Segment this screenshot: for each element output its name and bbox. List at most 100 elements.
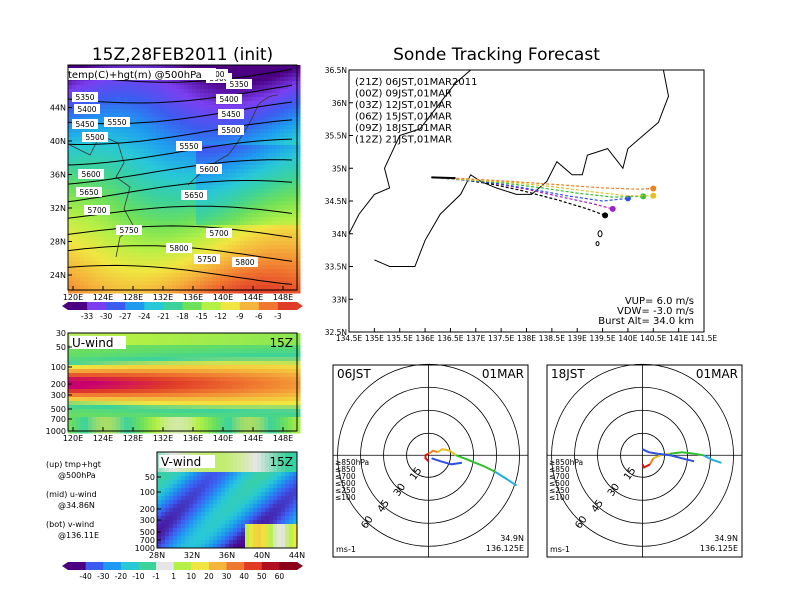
temp-cell: [240, 189, 245, 194]
temp-cell: [196, 121, 201, 126]
temp-cell: [260, 73, 265, 78]
temp-cell: [276, 273, 281, 278]
temp-cell: [284, 213, 289, 218]
temp-cell: [236, 105, 241, 110]
temp-cell: [196, 217, 201, 222]
temp-cell: [276, 165, 281, 170]
temp-cell: [148, 201, 153, 206]
temp-cell: [132, 109, 137, 114]
colorbar-label: -24: [138, 312, 150, 321]
temp-cell: [68, 65, 73, 70]
temp-cell: [132, 285, 137, 290]
temp-cell: [288, 261, 293, 266]
u-wind-cell: [280, 349, 285, 354]
temp-cell: [148, 149, 153, 154]
u-wind-cell: [240, 341, 245, 346]
u-wind-cell: [276, 345, 281, 350]
temp-cell: [76, 261, 81, 266]
temp-cell: [172, 265, 177, 270]
temp-cell: [220, 177, 225, 182]
u-wind-cell: [160, 353, 165, 358]
temp-cell: [220, 237, 225, 242]
v-wind-cell: [209, 452, 214, 457]
temp-cell: [164, 161, 169, 166]
temp-cell: [296, 209, 301, 214]
temp-cell: [128, 141, 133, 146]
temp-cell: [180, 101, 185, 106]
temp-cell: [288, 157, 293, 162]
temp-cell: [268, 137, 273, 142]
u-wind-cell: [232, 373, 237, 378]
temp-cell: [284, 177, 289, 182]
temp-cell: [288, 269, 293, 274]
temp-cell: [268, 265, 273, 270]
temp-cell: [296, 157, 301, 162]
temp-cell: [152, 181, 157, 186]
u-wind-cell: [92, 413, 97, 418]
temp-cell: [168, 285, 173, 290]
temp-cell: [236, 269, 241, 274]
temp-cell: [100, 221, 105, 226]
contour-label: 5500: [221, 126, 240, 135]
u-wind-cell: [96, 349, 101, 354]
temp-cell: [128, 181, 133, 186]
temp-cell: [124, 289, 129, 294]
temp-cell: [176, 225, 181, 230]
temp-cell: [132, 165, 137, 170]
temp-cell: [68, 93, 73, 98]
u-wind-cell: [140, 333, 145, 338]
temp-cell: [292, 189, 297, 194]
u-wind-cell: [256, 361, 261, 366]
u-wind-cell: [156, 401, 161, 406]
u-wind-cell: [196, 361, 201, 366]
v-wind-cell: [165, 452, 170, 457]
temp-cell: [100, 225, 105, 230]
temp-cell: [88, 85, 93, 90]
temp-cell: [112, 137, 117, 142]
contour-label-bg: [218, 109, 244, 119]
u-wind-cell: [232, 401, 237, 406]
contour-label-bg: [181, 190, 207, 200]
temp-cell: [200, 177, 205, 182]
temp-cell: [88, 149, 93, 154]
temp-cell: [292, 181, 297, 186]
u-wind-cell: [124, 401, 129, 406]
temp-cell: [80, 257, 85, 262]
colorbar-cell: [87, 302, 107, 310]
u-wind-cell: [204, 373, 209, 378]
temp-cell: [272, 81, 277, 86]
temp-cell: [104, 189, 109, 194]
u-wind-cell: [264, 349, 269, 354]
temp-cell: [228, 213, 233, 218]
temp-cell: [184, 177, 189, 182]
x-tick-label: 148E: [273, 293, 293, 302]
u-wind-cell: [132, 333, 137, 338]
temp-cell: [280, 277, 285, 282]
u-wind-cell: [84, 349, 89, 354]
temp-cell: [168, 253, 173, 258]
u-wind-cell: [184, 377, 189, 382]
u-wind-cell: [256, 401, 261, 406]
temp-cell: [264, 129, 269, 134]
temp-cell: [140, 145, 145, 150]
u-wind-cell: [164, 409, 169, 414]
temp-cell: [156, 117, 161, 122]
temp-cell: [240, 69, 245, 74]
u-wind-cell: [240, 361, 245, 366]
temp-cell: [208, 285, 213, 290]
temp-cell: [124, 125, 129, 130]
temp-cell: [176, 197, 181, 202]
temp-cell: [232, 169, 237, 174]
u-wind-cell: [128, 421, 133, 426]
temp-cell: [108, 201, 113, 206]
u-wind-cell: [292, 349, 297, 354]
temp-cell: [148, 85, 153, 90]
u-wind-cell: [188, 349, 193, 354]
u-wind-cell: [292, 385, 297, 390]
temp-cell: [272, 149, 277, 154]
temp-cell: [268, 121, 273, 126]
temp-cell: [148, 233, 153, 238]
temp-cell: [232, 161, 237, 166]
u-wind-cell: [144, 389, 149, 394]
temp-cell: [224, 265, 229, 270]
